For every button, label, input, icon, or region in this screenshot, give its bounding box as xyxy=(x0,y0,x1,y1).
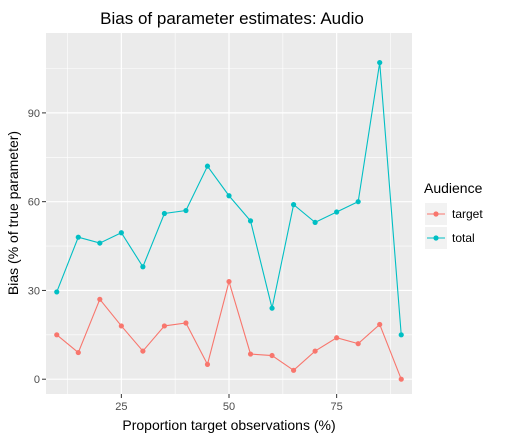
legend-items: target total xyxy=(425,203,483,249)
data-point-total xyxy=(355,199,361,205)
data-point-target xyxy=(334,335,340,341)
data-point-total xyxy=(183,207,189,214)
y-tick-label: 0 xyxy=(34,374,40,386)
legend-point-target xyxy=(433,211,439,217)
data-point-total xyxy=(54,289,60,295)
data-point-total xyxy=(377,59,383,66)
data-point-target xyxy=(204,361,211,368)
data-point-target xyxy=(140,348,146,354)
data-point-target xyxy=(183,320,189,326)
data-point-total xyxy=(118,230,124,236)
x-axis-title: Proportion target observations (%) xyxy=(122,417,335,433)
chart-title: Bias of parameter estimates: Audio xyxy=(100,9,364,28)
data-point-target xyxy=(377,321,383,328)
data-point-total xyxy=(334,209,340,215)
data-point-total xyxy=(204,163,211,169)
x-axis: 25 50 75 xyxy=(115,394,343,413)
legend-label-total: total xyxy=(452,231,475,245)
data-point-target xyxy=(54,332,60,338)
data-point-total xyxy=(75,234,81,240)
data-point-total xyxy=(247,218,254,224)
y-tick-label: 60 xyxy=(28,197,40,209)
data-point-target xyxy=(161,323,168,329)
legend-label-target: target xyxy=(452,207,483,221)
data-point-target xyxy=(247,351,254,357)
x-tick-label: 75 xyxy=(331,401,343,413)
data-point-target xyxy=(290,367,297,373)
y-tick-label: 30 xyxy=(28,285,40,297)
data-point-total xyxy=(140,264,146,270)
legend: Audience target total xyxy=(424,180,483,249)
data-point-target xyxy=(269,352,275,359)
y-axis-title: Bias (% of true parameter) xyxy=(5,131,21,295)
data-point-total xyxy=(269,305,275,311)
y-axis: 0 30 60 90 xyxy=(28,108,46,386)
x-tick-label: 25 xyxy=(115,401,127,413)
legend-title: Audience xyxy=(424,180,483,196)
data-point-total xyxy=(290,202,297,208)
data-point-total xyxy=(398,332,404,338)
data-point-target xyxy=(312,348,318,354)
y-tick-label: 90 xyxy=(28,108,40,120)
x-tick-label: 50 xyxy=(223,401,235,413)
data-point-total xyxy=(312,219,318,225)
data-point-target xyxy=(398,376,404,382)
data-point-total xyxy=(97,240,103,246)
data-point-target xyxy=(355,341,361,347)
data-point-target xyxy=(226,278,232,285)
data-point-total xyxy=(161,210,168,217)
data-point-target xyxy=(97,296,103,302)
data-point-target xyxy=(118,323,124,329)
series-layer xyxy=(54,59,404,382)
data-point-target xyxy=(75,349,81,356)
data-point-total xyxy=(226,193,232,199)
legend-point-total xyxy=(433,235,439,241)
